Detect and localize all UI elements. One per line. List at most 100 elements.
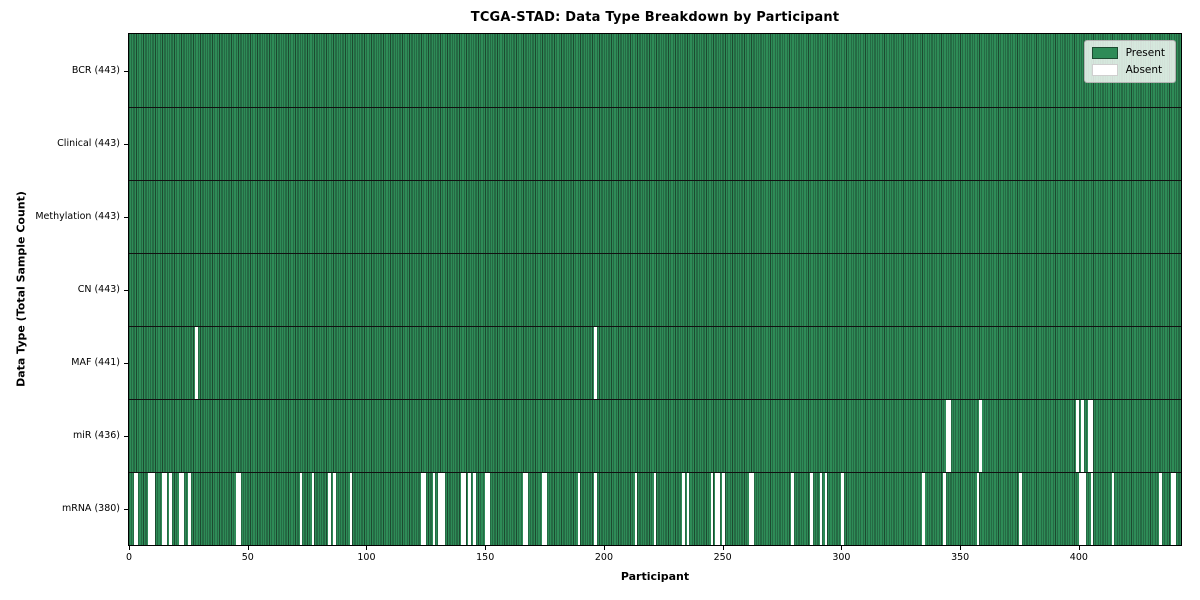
absent-cell [824,473,828,545]
x-tick-mark [960,546,962,550]
x-tick-label: 250 [713,552,732,563]
absent-cell [1171,473,1174,545]
x-tick-label: 150 [476,552,495,563]
heatmap-row-mir [129,399,1181,472]
x-tick-label: 100 [357,552,376,563]
x-tick-mark [129,546,130,550]
absent-cell [432,473,436,545]
absent-cell [1078,473,1082,545]
legend-item-present: Present [1091,47,1165,59]
y-tick-label-clinical: Clinical (443) [57,137,120,149]
absent-cell [437,473,441,545]
absent-cell [1090,473,1094,545]
absent-cell [525,473,528,545]
y-tick-mark [124,435,128,437]
absent-cell [945,400,949,472]
y-tick-mark [124,70,128,72]
y-tick-label-methylation: Methylation (443) [35,210,120,222]
absent-cell [1088,400,1091,472]
x-tick-mark [485,546,487,550]
absent-cell [943,473,946,545]
y-tick-label-maf: MAF (441) [71,356,120,368]
heatmap-row-maf [129,326,1181,399]
y-tick-label-mir: miR (436) [72,429,120,441]
x-tick-mark [722,546,724,550]
heatmap-row-cn [129,253,1181,326]
legend-label-absent: Absent [1125,64,1163,76]
absent-cell [423,473,426,545]
x-tick-label: 300 [832,552,851,563]
absent-cell [188,473,191,545]
absent-swatch-icon [1091,64,1118,76]
absent-cell [333,473,336,545]
plot-area: Present Absent [128,33,1182,546]
absent-cell [299,473,303,545]
absent-cell [750,473,754,545]
absent-cell [135,473,139,545]
x-tick-mark [603,546,605,550]
absent-cell [420,473,424,545]
heatmap-row-bcr [129,34,1181,107]
absent-cell [686,473,690,545]
x-tick-label: 200 [594,552,613,563]
absent-cell [1081,400,1084,472]
y-tick-label-cn: CN (443) [77,283,120,295]
absent-cell [1090,400,1094,472]
x-tick-mark [841,546,843,550]
absent-cell [487,473,490,545]
absent-cell [715,473,718,545]
absent-cell [948,400,951,472]
absent-cell [1081,473,1084,545]
absent-cell [311,473,315,545]
absent-cell [722,473,726,545]
y-tick-label-bcr: BCR (443) [71,64,120,76]
absent-cell [468,473,471,545]
legend-label-present: Present [1125,47,1165,59]
absent-cell [349,473,353,545]
absent-cell [164,473,167,545]
absent-cell [147,473,151,545]
absent-cell [238,473,241,545]
absent-cell [544,473,547,545]
absent-cell [710,473,714,545]
absent-cell [473,473,476,545]
absent-cell [748,473,752,545]
absent-cell [841,473,844,545]
absent-cell [542,473,545,545]
absent-cell [791,473,794,545]
absent-cell [485,473,488,545]
absent-cell [976,473,980,545]
absent-cell [235,473,239,545]
absent-cell [1076,400,1079,472]
x-tick-label: 0 [125,552,133,563]
heatmap-row-mrna [129,472,1181,545]
absent-cell [162,473,165,545]
absent-cell [921,473,925,545]
x-axis-label: Participant [620,570,690,583]
absent-cell [819,473,823,545]
absent-cell [1019,473,1022,545]
absent-cell [195,327,198,399]
x-tick-mark [366,546,368,550]
heatmap-row-methylation [129,180,1181,253]
y-tick-label-mrna: mRNA (380) [61,502,120,514]
legend: Present Absent [1083,40,1176,83]
absent-cell [594,473,597,545]
absent-cell [181,473,184,545]
absent-cell [178,473,182,545]
legend-item-absent: Absent [1091,64,1165,76]
x-tick-mark [1078,546,1080,550]
absent-cell [461,473,464,545]
x-tick-label: 350 [951,552,970,563]
y-tick-mark [124,362,128,364]
absent-cell [810,473,813,545]
absent-cell [594,327,597,399]
y-tick-mark [124,216,128,218]
absent-cell [978,400,982,472]
absent-cell [523,473,526,545]
absent-cell [1159,473,1162,545]
absent-cell [328,473,331,545]
x-tick-label: 400 [1069,552,1088,563]
absent-cell [717,473,721,545]
